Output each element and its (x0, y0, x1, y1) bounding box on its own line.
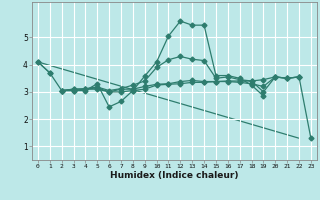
X-axis label: Humidex (Indice chaleur): Humidex (Indice chaleur) (110, 171, 239, 180)
